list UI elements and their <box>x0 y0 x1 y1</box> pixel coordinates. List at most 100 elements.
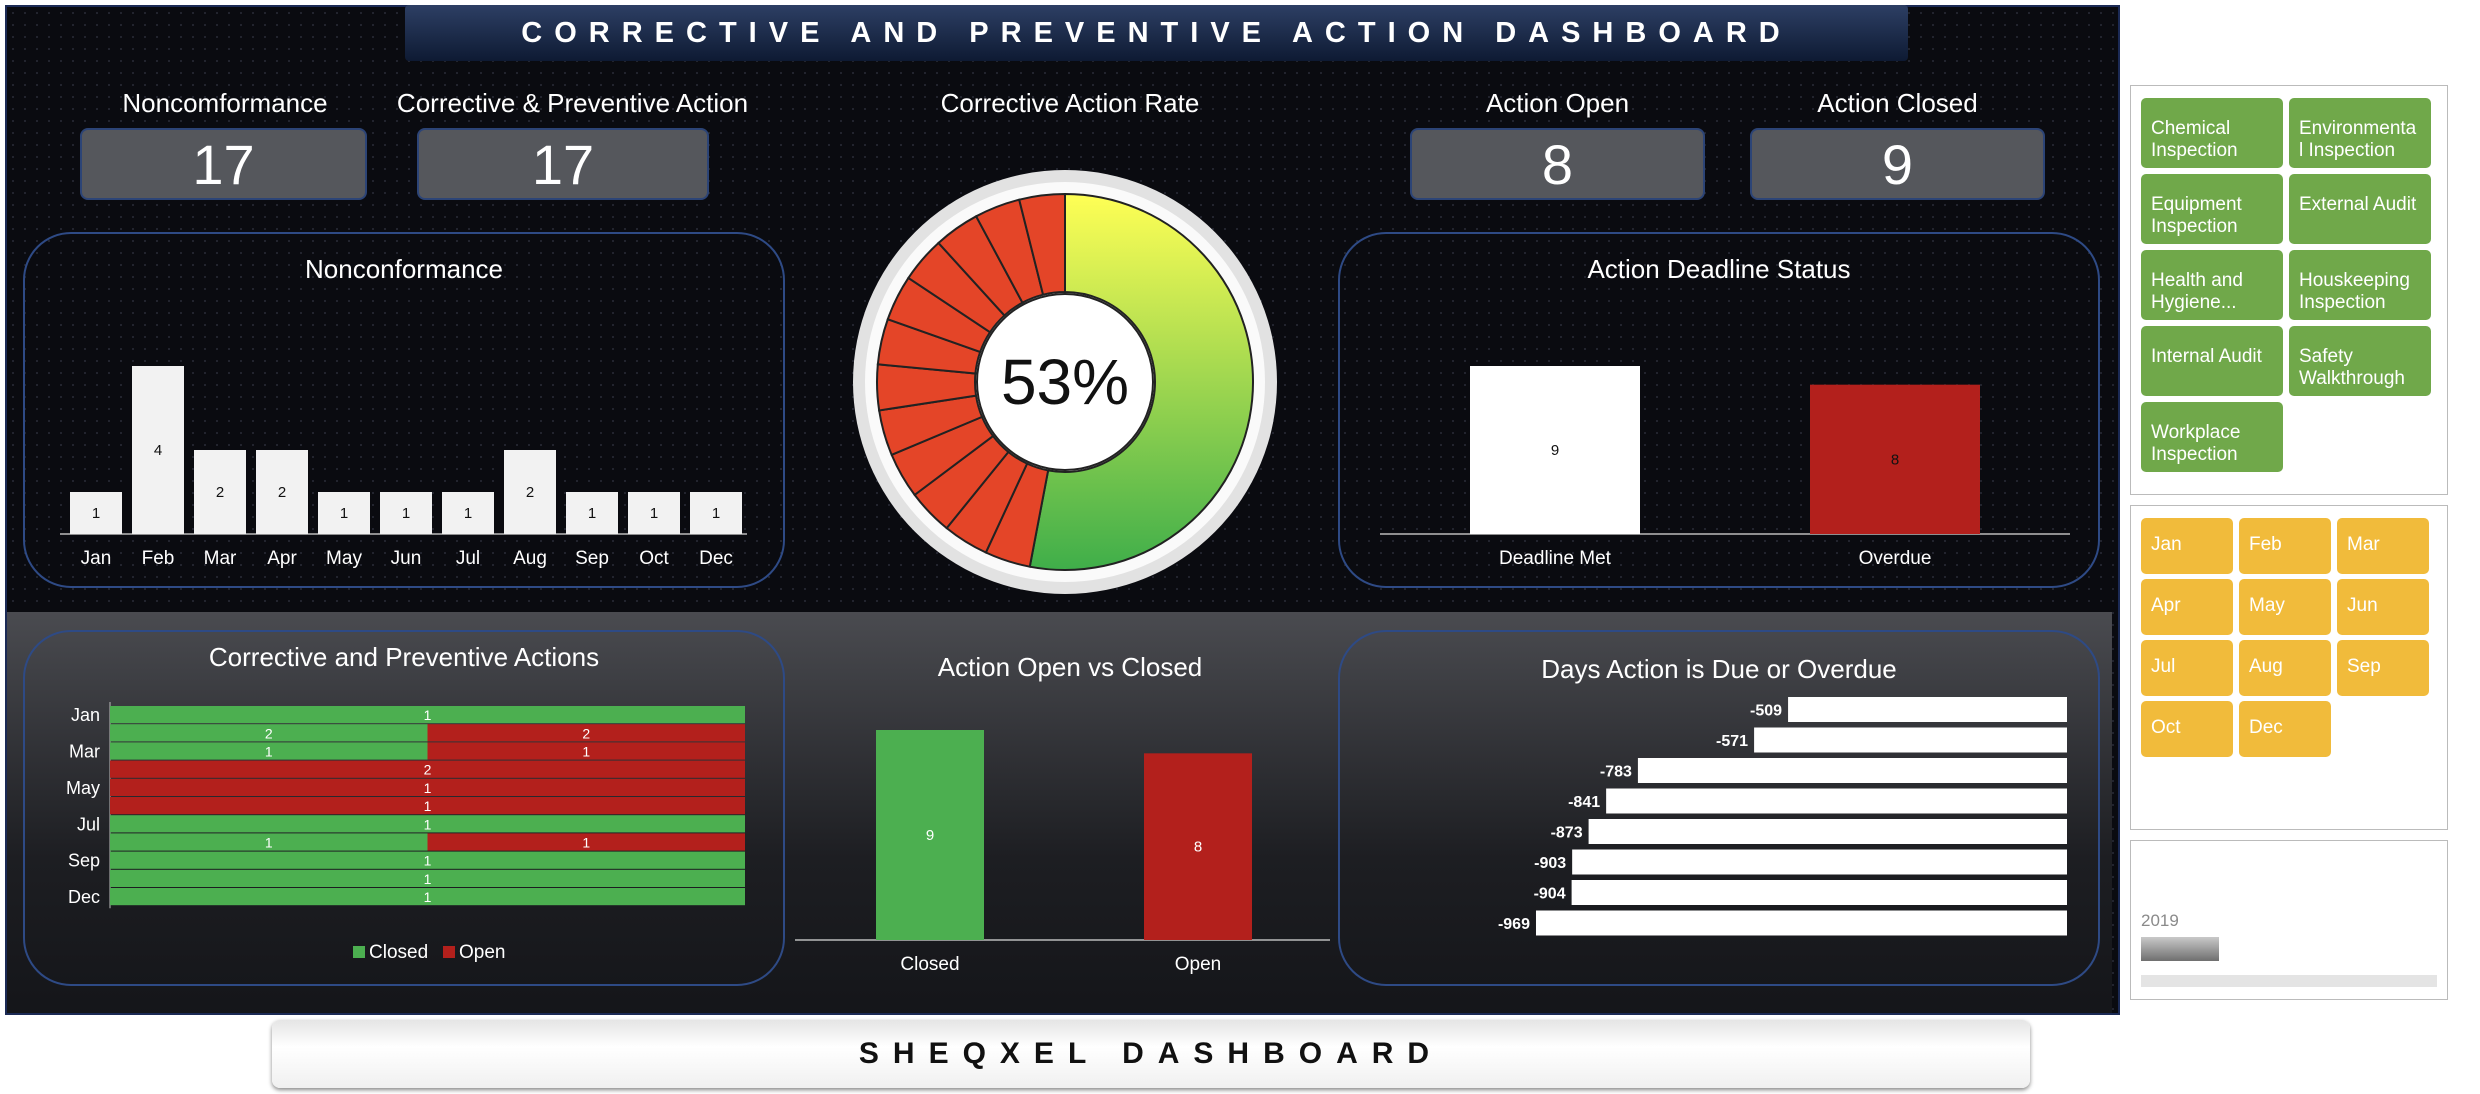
nonconformance-tick-label: Aug <box>513 548 547 569</box>
capa-legend-closed: Closed <box>369 942 428 963</box>
month-slicer-item[interactable]: Jan <box>2141 518 2233 574</box>
capa-closed-segment <box>110 851 745 869</box>
capa-open-segment <box>110 760 745 778</box>
nonconformance-tick-label: Jun <box>391 548 422 569</box>
capa-open-segment <box>427 833 745 851</box>
month-slicer-item[interactable]: Mar <box>2337 518 2429 574</box>
gauge-remaining-segment <box>1017 192 1066 296</box>
nonconformance-tick-label: Mar <box>204 548 237 569</box>
capa-chart-title: Corrective and Preventive Actions <box>208 642 600 672</box>
nonconformance-tick-label: Oct <box>639 548 669 569</box>
capa-tick-label: Jul <box>77 814 100 834</box>
type-slicer-item[interactable]: Health and Hygiene... <box>2141 250 2283 320</box>
type-slicer-item[interactable]: Equipment Inspection <box>2141 174 2283 244</box>
year-slicer: 2019 <box>2130 840 2448 1000</box>
days-due-panel: Days Action is Due or Overdue -509 -571 -7… <box>1338 630 2100 986</box>
nonconformance-tick-label: Jul <box>456 548 480 569</box>
month-slicer-item[interactable]: Dec <box>2239 701 2331 757</box>
capa-tick-label: Mar <box>69 742 100 762</box>
days-due-bar <box>1606 788 2067 814</box>
days-due-bar <box>1535 910 2067 936</box>
type-slicer-item[interactable]: Internal Audit <box>2141 326 2283 396</box>
days-due-data-label: -783 <box>1600 764 1632 781</box>
capa-legend-closed-swatch <box>353 946 365 958</box>
nonconformance-bar <box>504 450 556 534</box>
type-slicer-item[interactable]: Houskeeping Inspection <box>2289 250 2431 320</box>
year-slicer-label: 2019 <box>2141 911 2179 930</box>
nonconformance-data-label: 4 <box>154 442 162 459</box>
days-due-data-label: -841 <box>1568 794 1600 811</box>
nonconformance-bar <box>70 492 122 534</box>
month-slicer-item[interactable]: Apr <box>2141 579 2233 635</box>
capa-closed-segment <box>110 833 428 851</box>
month-slicer-item[interactable]: Aug <box>2239 640 2331 696</box>
kpi-rate-label: Corrective Action Rate <box>940 88 1200 118</box>
capa-tick-label: May <box>66 778 100 798</box>
capa-tick-label: Dec <box>68 887 100 907</box>
month-slicer-item[interactable]: Jun <box>2337 579 2429 635</box>
deadline-bar <box>1810 384 1980 534</box>
kpi-closed-value: 9 <box>1750 128 2045 200</box>
type-slicer-item[interactable]: External Audit <box>2289 174 2431 244</box>
days-due-data-label: -509 <box>1750 703 1782 720</box>
days-due-data-label: -904 <box>1534 886 1566 903</box>
nonconformance-data-label: 1 <box>464 505 472 522</box>
capa-open-segment <box>110 778 745 796</box>
deadline-tick-label: Deadline Met <box>1499 548 1612 569</box>
nonconformance-tick-label: Apr <box>267 548 297 569</box>
month-slicer-item[interactable]: Oct <box>2141 701 2233 757</box>
deadline-status-panel: Action Deadline Status 9 Deadline Met 8 Ove… <box>1338 232 2100 588</box>
nonconformance-tick-label: Feb <box>142 548 175 569</box>
month-slicer-item[interactable]: May <box>2239 579 2331 635</box>
month-slicer-item[interactable]: Jul <box>2141 640 2233 696</box>
nonconformance-data-label: 1 <box>650 505 658 522</box>
corrective-action-rate-gauge: 53% <box>853 170 1277 594</box>
kpi-closed-label: Action Closed <box>1817 88 1978 118</box>
days-due-bar <box>1571 880 2067 905</box>
kpi-nonconformance-value: 17 <box>80 128 367 200</box>
capa-closed-segment <box>110 706 745 724</box>
capa-open-label: 1 <box>582 744 590 760</box>
kpi-capa-value: 17 <box>417 128 709 200</box>
capa-closed-label: 1 <box>424 816 432 832</box>
nonconformance-tick-label: May <box>326 548 362 569</box>
nonconformance-bar <box>442 492 494 534</box>
capa-tick-label: Jan <box>71 705 100 725</box>
type-slicer-item[interactable]: Chemical Inspection <box>2141 98 2283 168</box>
capa-closed-segment <box>110 888 745 906</box>
days-due-data-label: -571 <box>1716 733 1748 750</box>
nonconformance-bar <box>256 450 308 534</box>
type-slicer-item[interactable]: Workplace Inspection <box>2141 402 2283 472</box>
capa-open-label: 1 <box>424 798 432 814</box>
capa-open-label: 1 <box>582 835 590 851</box>
days-due-data-label: -903 <box>1534 855 1566 872</box>
days-due-bar <box>1637 758 2067 783</box>
open-vs-closed-data-label: 8 <box>1194 839 1202 856</box>
capa-closed-label: 1 <box>424 871 432 887</box>
year-slicer-scrollbar[interactable] <box>2141 975 2437 987</box>
type-slicer-item[interactable]: Environmenta l Inspection <box>2289 98 2431 168</box>
capa-open-label: 2 <box>424 762 432 778</box>
nonconformance-bar <box>194 450 246 534</box>
type-slicer-item[interactable]: Safety Walkthrough <box>2289 326 2431 396</box>
nonconformance-tick-label: Jan <box>81 548 112 569</box>
nonconformance-data-label: 2 <box>278 484 286 501</box>
capa-legend-open: Open <box>459 942 505 963</box>
month-slicer-item[interactable]: Sep <box>2337 640 2429 696</box>
nonconformance-bar <box>566 492 618 534</box>
month-slicer-item[interactable]: Feb <box>2239 518 2331 574</box>
capa-open-label: 1 <box>424 780 432 796</box>
nonconformance-bar <box>318 492 370 534</box>
capa-closed-label: 1 <box>265 744 273 760</box>
inspection-type-slicer: Chemical Inspection Environmenta l Inspec… <box>2130 85 2448 495</box>
nonconformance-bar <box>690 492 742 534</box>
year-slicer-bar[interactable] <box>2141 937 2219 961</box>
open-vs-closed-chart: 9 Closed 8 Open <box>795 730 1330 975</box>
kpi-capa-label: Corrective & Preventive Action <box>396 88 749 118</box>
capa-closed-label: 1 <box>424 853 432 869</box>
deadline-status-chart: 9 Deadline Met 8 Overdue <box>1380 366 2070 569</box>
gauge-value-label: 53% <box>1001 346 1129 418</box>
nonconformance-data-label: 1 <box>402 505 410 522</box>
kpi-open-label: Action Open <box>1485 88 1630 118</box>
days-due-bar <box>1754 727 2067 753</box>
